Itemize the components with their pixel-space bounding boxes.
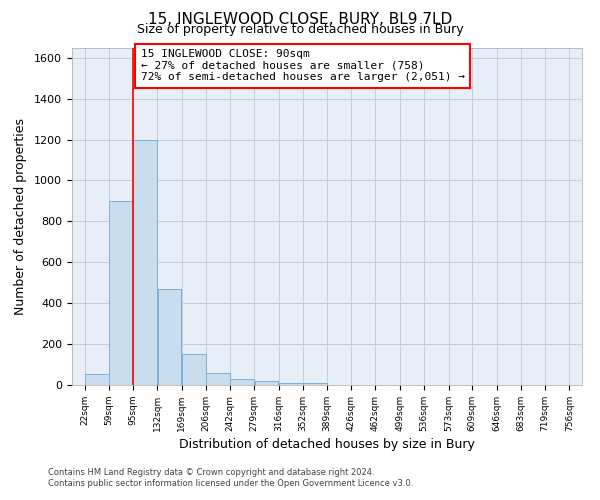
Text: Size of property relative to detached houses in Bury: Size of property relative to detached ho… xyxy=(137,22,463,36)
Bar xyxy=(158,289,181,385)
Bar xyxy=(85,374,109,385)
Bar xyxy=(254,381,278,385)
Bar xyxy=(182,354,206,385)
Text: 15, INGLEWOOD CLOSE, BURY, BL9 7LD: 15, INGLEWOOD CLOSE, BURY, BL9 7LD xyxy=(148,12,452,28)
Bar xyxy=(206,372,230,385)
Bar xyxy=(133,140,157,385)
Bar xyxy=(303,383,326,385)
Y-axis label: Number of detached properties: Number of detached properties xyxy=(14,118,27,315)
Text: Contains HM Land Registry data © Crown copyright and database right 2024.
Contai: Contains HM Land Registry data © Crown c… xyxy=(48,468,413,487)
Bar xyxy=(109,201,133,385)
Text: 15 INGLEWOOD CLOSE: 90sqm
← 27% of detached houses are smaller (758)
72% of semi: 15 INGLEWOOD CLOSE: 90sqm ← 27% of detac… xyxy=(141,49,465,82)
X-axis label: Distribution of detached houses by size in Bury: Distribution of detached houses by size … xyxy=(179,438,475,451)
Bar xyxy=(279,383,303,385)
Bar xyxy=(230,379,254,385)
